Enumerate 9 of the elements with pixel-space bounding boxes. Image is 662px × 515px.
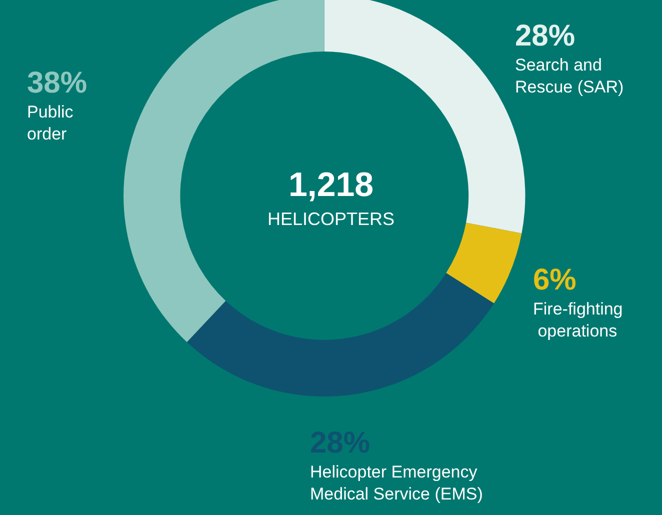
text: 1,218 (288, 166, 374, 204)
data-label: 6% (533, 264, 576, 296)
text: HELICOPTERS (267, 209, 395, 229)
slice-label: Public order (27, 102, 78, 144)
data-label: 28% (515, 20, 576, 52)
slice-label: Search and Rescue (SAR) (515, 56, 624, 96)
slice-label: Fire-fighting operations (533, 300, 623, 340)
data-label: 38% (27, 66, 88, 100)
slice-label: Helicopter Emergency Medical Service (EMS) (310, 462, 483, 504)
